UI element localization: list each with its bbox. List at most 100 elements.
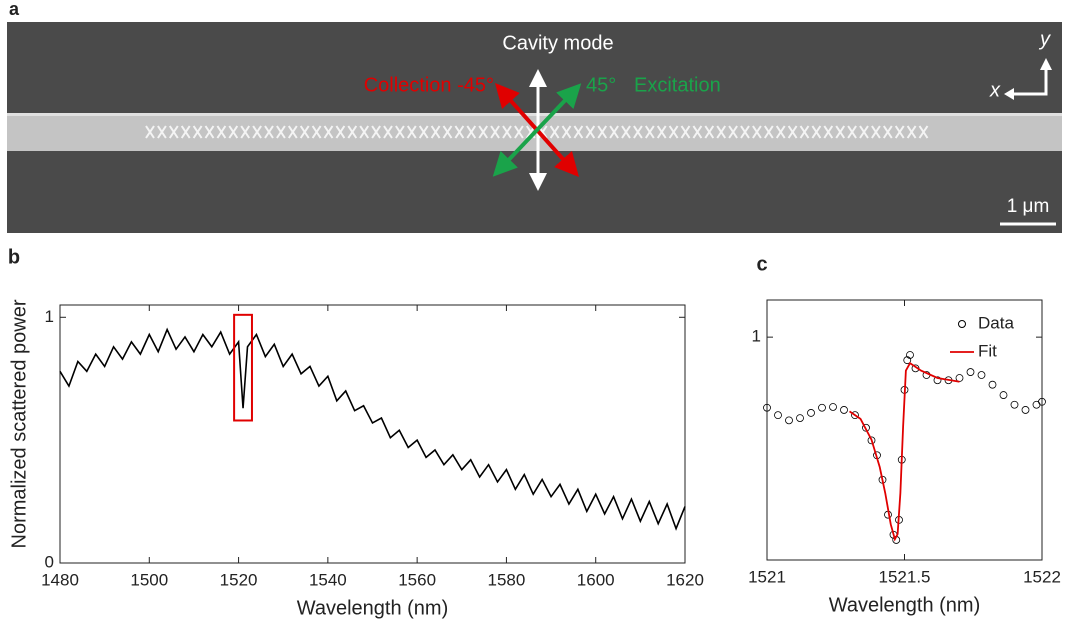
y-tick-label: 1 (45, 307, 54, 326)
hole (894, 125, 905, 139)
hole (252, 125, 262, 139)
hole (918, 125, 929, 139)
data-line (59, 327, 686, 531)
excitation-arrow (492, 83, 582, 177)
legend-label: Fit (978, 341, 997, 360)
x-tick-label: 1522 (1023, 567, 1061, 586)
hole (585, 125, 596, 139)
hole (621, 125, 631, 139)
hole (311, 125, 322, 139)
hole (359, 125, 370, 139)
scale-bar-label: 1 μm (1007, 196, 1050, 217)
hole (704, 125, 715, 139)
panel-label: c (756, 253, 767, 275)
data-point (1021, 406, 1030, 414)
hole (656, 125, 667, 139)
x-tick-label: 1560 (398, 570, 436, 589)
data-point (796, 414, 804, 423)
highlight-box (233, 313, 253, 422)
data-point (774, 411, 782, 420)
hole (371, 125, 381, 139)
data-point (999, 391, 1008, 399)
data-point (840, 406, 848, 414)
hole (418, 125, 429, 139)
hole (609, 125, 619, 139)
hole (406, 125, 417, 139)
hole (633, 125, 643, 139)
hole (192, 125, 203, 139)
data-point (988, 380, 997, 389)
data-point (1010, 400, 1019, 409)
hole (264, 125, 274, 139)
legend-swatch (958, 320, 966, 328)
data-point (807, 409, 815, 417)
data-point (933, 376, 942, 385)
x-tick-label: 1521.5 (879, 567, 931, 586)
data-point (977, 371, 986, 379)
hole (383, 125, 393, 139)
x-tick-label: 1521 (748, 567, 786, 586)
hole (716, 125, 727, 139)
axis-arrowheads (1004, 58, 1052, 100)
hole (228, 125, 239, 139)
hole (240, 125, 251, 139)
x-tick-label: 1500 (130, 570, 168, 589)
hole (430, 125, 441, 139)
hole (597, 125, 608, 139)
hole (882, 125, 893, 139)
data-point (1032, 400, 1041, 409)
panel-label: b (8, 246, 20, 268)
data-point (903, 356, 912, 365)
data-line (848, 361, 960, 542)
hole (168, 125, 179, 139)
hole (871, 125, 881, 139)
hole (395, 125, 405, 139)
hole (145, 125, 155, 139)
y-axis-label: Normalized scattered power (8, 299, 30, 548)
hole (644, 125, 655, 139)
hole (323, 125, 334, 139)
hole (157, 125, 167, 139)
x-axis-label: Wavelength (nm) (297, 597, 449, 619)
y-tick-label: 0 (45, 552, 54, 571)
hole (668, 125, 679, 139)
hole (442, 125, 453, 139)
hole (299, 125, 310, 139)
data-point (763, 403, 771, 412)
sem-title: Cavity mode (502, 32, 613, 54)
hole (335, 125, 346, 139)
hole (204, 125, 215, 139)
waveguide-edge (7, 113, 1062, 116)
hole (859, 125, 869, 139)
x-tick-label: 1580 (488, 570, 526, 589)
x-tick-label: 1540 (309, 570, 347, 589)
hole (740, 125, 750, 139)
axis-arrows (1012, 68, 1048, 96)
x-tick-label: 1600 (577, 570, 615, 589)
data-point (1038, 397, 1046, 406)
axis-x-label: x (989, 79, 1001, 101)
data-point (829, 403, 837, 411)
y-tick-label: 1 (752, 327, 761, 346)
panel-label: a (9, 0, 20, 19)
hole (680, 125, 691, 139)
x-tick-label: 1520 (220, 570, 258, 589)
x-tick-label: 1620 (666, 570, 704, 589)
hole (763, 125, 774, 139)
axis-y-label: y (1038, 28, 1051, 50)
data-point (818, 403, 826, 412)
hole (478, 125, 489, 139)
x-tick-label: 1480 (41, 570, 79, 589)
data-point (851, 411, 859, 420)
hole (906, 125, 917, 139)
hole (847, 125, 857, 139)
hole (835, 125, 846, 139)
data-point (785, 416, 793, 425)
hole (216, 125, 227, 139)
hole (454, 125, 465, 139)
hole (180, 125, 191, 139)
hole (287, 125, 298, 139)
hole (466, 125, 477, 139)
hole (728, 125, 738, 139)
